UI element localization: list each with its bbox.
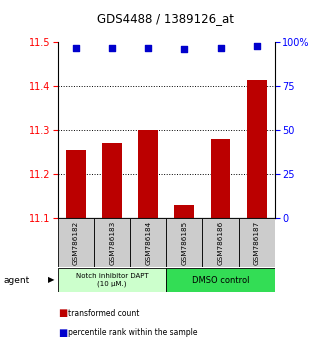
Bar bbox=[247, 80, 266, 218]
Bar bbox=[94, 218, 130, 267]
Text: ▶: ▶ bbox=[48, 275, 55, 285]
Text: transformed count: transformed count bbox=[68, 309, 139, 318]
Bar bbox=[174, 205, 194, 218]
Text: GSM786182: GSM786182 bbox=[73, 221, 79, 265]
Text: GSM786187: GSM786187 bbox=[254, 221, 260, 265]
Bar bbox=[130, 218, 166, 267]
Bar bbox=[239, 218, 275, 267]
Bar bbox=[138, 130, 158, 218]
Bar bbox=[166, 218, 203, 267]
Text: ■: ■ bbox=[58, 328, 67, 338]
Text: GSM786183: GSM786183 bbox=[109, 221, 115, 265]
Bar bbox=[203, 218, 239, 267]
Text: GSM786185: GSM786185 bbox=[181, 221, 187, 265]
Text: agent: agent bbox=[3, 275, 29, 285]
Text: GDS4488 / 1389126_at: GDS4488 / 1389126_at bbox=[97, 12, 234, 25]
Bar bbox=[166, 268, 275, 292]
Text: ■: ■ bbox=[58, 308, 67, 318]
Text: Notch inhibitor DAPT
(10 μM.): Notch inhibitor DAPT (10 μM.) bbox=[76, 273, 148, 287]
Text: GSM786186: GSM786186 bbox=[217, 221, 223, 265]
Text: GSM786184: GSM786184 bbox=[145, 221, 151, 265]
Point bbox=[110, 45, 115, 51]
Point bbox=[73, 45, 79, 51]
Point bbox=[218, 45, 223, 51]
Point bbox=[146, 45, 151, 51]
Bar bbox=[58, 268, 166, 292]
Bar bbox=[102, 143, 122, 218]
Bar bbox=[211, 139, 230, 218]
Point bbox=[254, 43, 259, 49]
Bar bbox=[66, 150, 86, 218]
Text: percentile rank within the sample: percentile rank within the sample bbox=[68, 328, 197, 337]
Bar bbox=[58, 218, 94, 267]
Text: DMSO control: DMSO control bbox=[192, 275, 249, 285]
Point bbox=[182, 47, 187, 52]
